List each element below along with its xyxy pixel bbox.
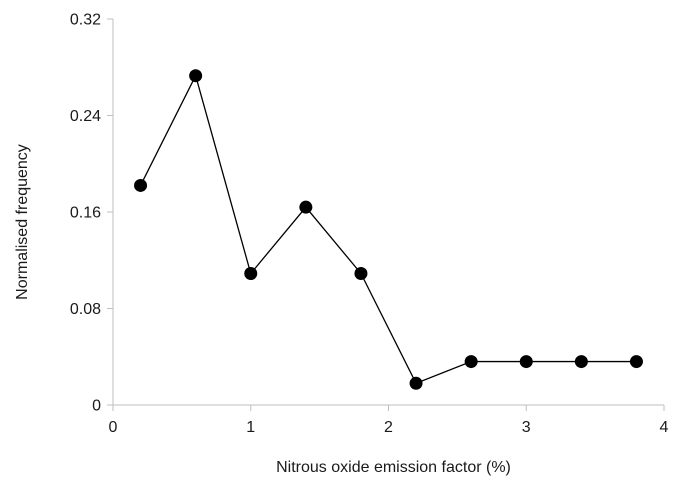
x-axis: 0 1 2 3 4	[109, 404, 669, 436]
y-axis-ticks: 0 0.08 0.16 0.24 0.32	[70, 12, 113, 415]
y-tick-label: 0	[92, 398, 101, 415]
y-tick-label: 0.32	[70, 12, 101, 29]
x-axis-ticks: 0 1 2 3 4	[109, 405, 669, 436]
y-tick-label: 0.16	[70, 205, 101, 222]
x-tick-label: 3	[522, 419, 531, 436]
data-point	[354, 267, 368, 281]
y-tick-label: 0.08	[70, 301, 101, 318]
x-tick-label: 4	[660, 419, 669, 436]
data-point	[244, 267, 258, 281]
data-point	[464, 355, 478, 369]
series-line	[139, 73, 637, 385]
y-axis: 0 0.08 0.16 0.24 0.32	[70, 12, 114, 415]
data-point	[629, 355, 643, 369]
x-axis-title: Nitrous oxide emission factor (%)	[276, 459, 511, 476]
plot-series	[134, 69, 643, 390]
x-tick-label: 0	[109, 419, 118, 436]
data-point	[189, 69, 203, 83]
data-point	[519, 355, 533, 369]
data-point	[409, 376, 423, 390]
data-point	[574, 355, 588, 369]
y-axis-title: Normalised frequency	[14, 144, 31, 300]
data-point	[134, 178, 148, 192]
x-tick-label: 1	[246, 419, 255, 436]
y-tick-label: 0.24	[70, 108, 101, 125]
data-point	[299, 200, 313, 214]
x-tick-label: 2	[384, 419, 393, 436]
